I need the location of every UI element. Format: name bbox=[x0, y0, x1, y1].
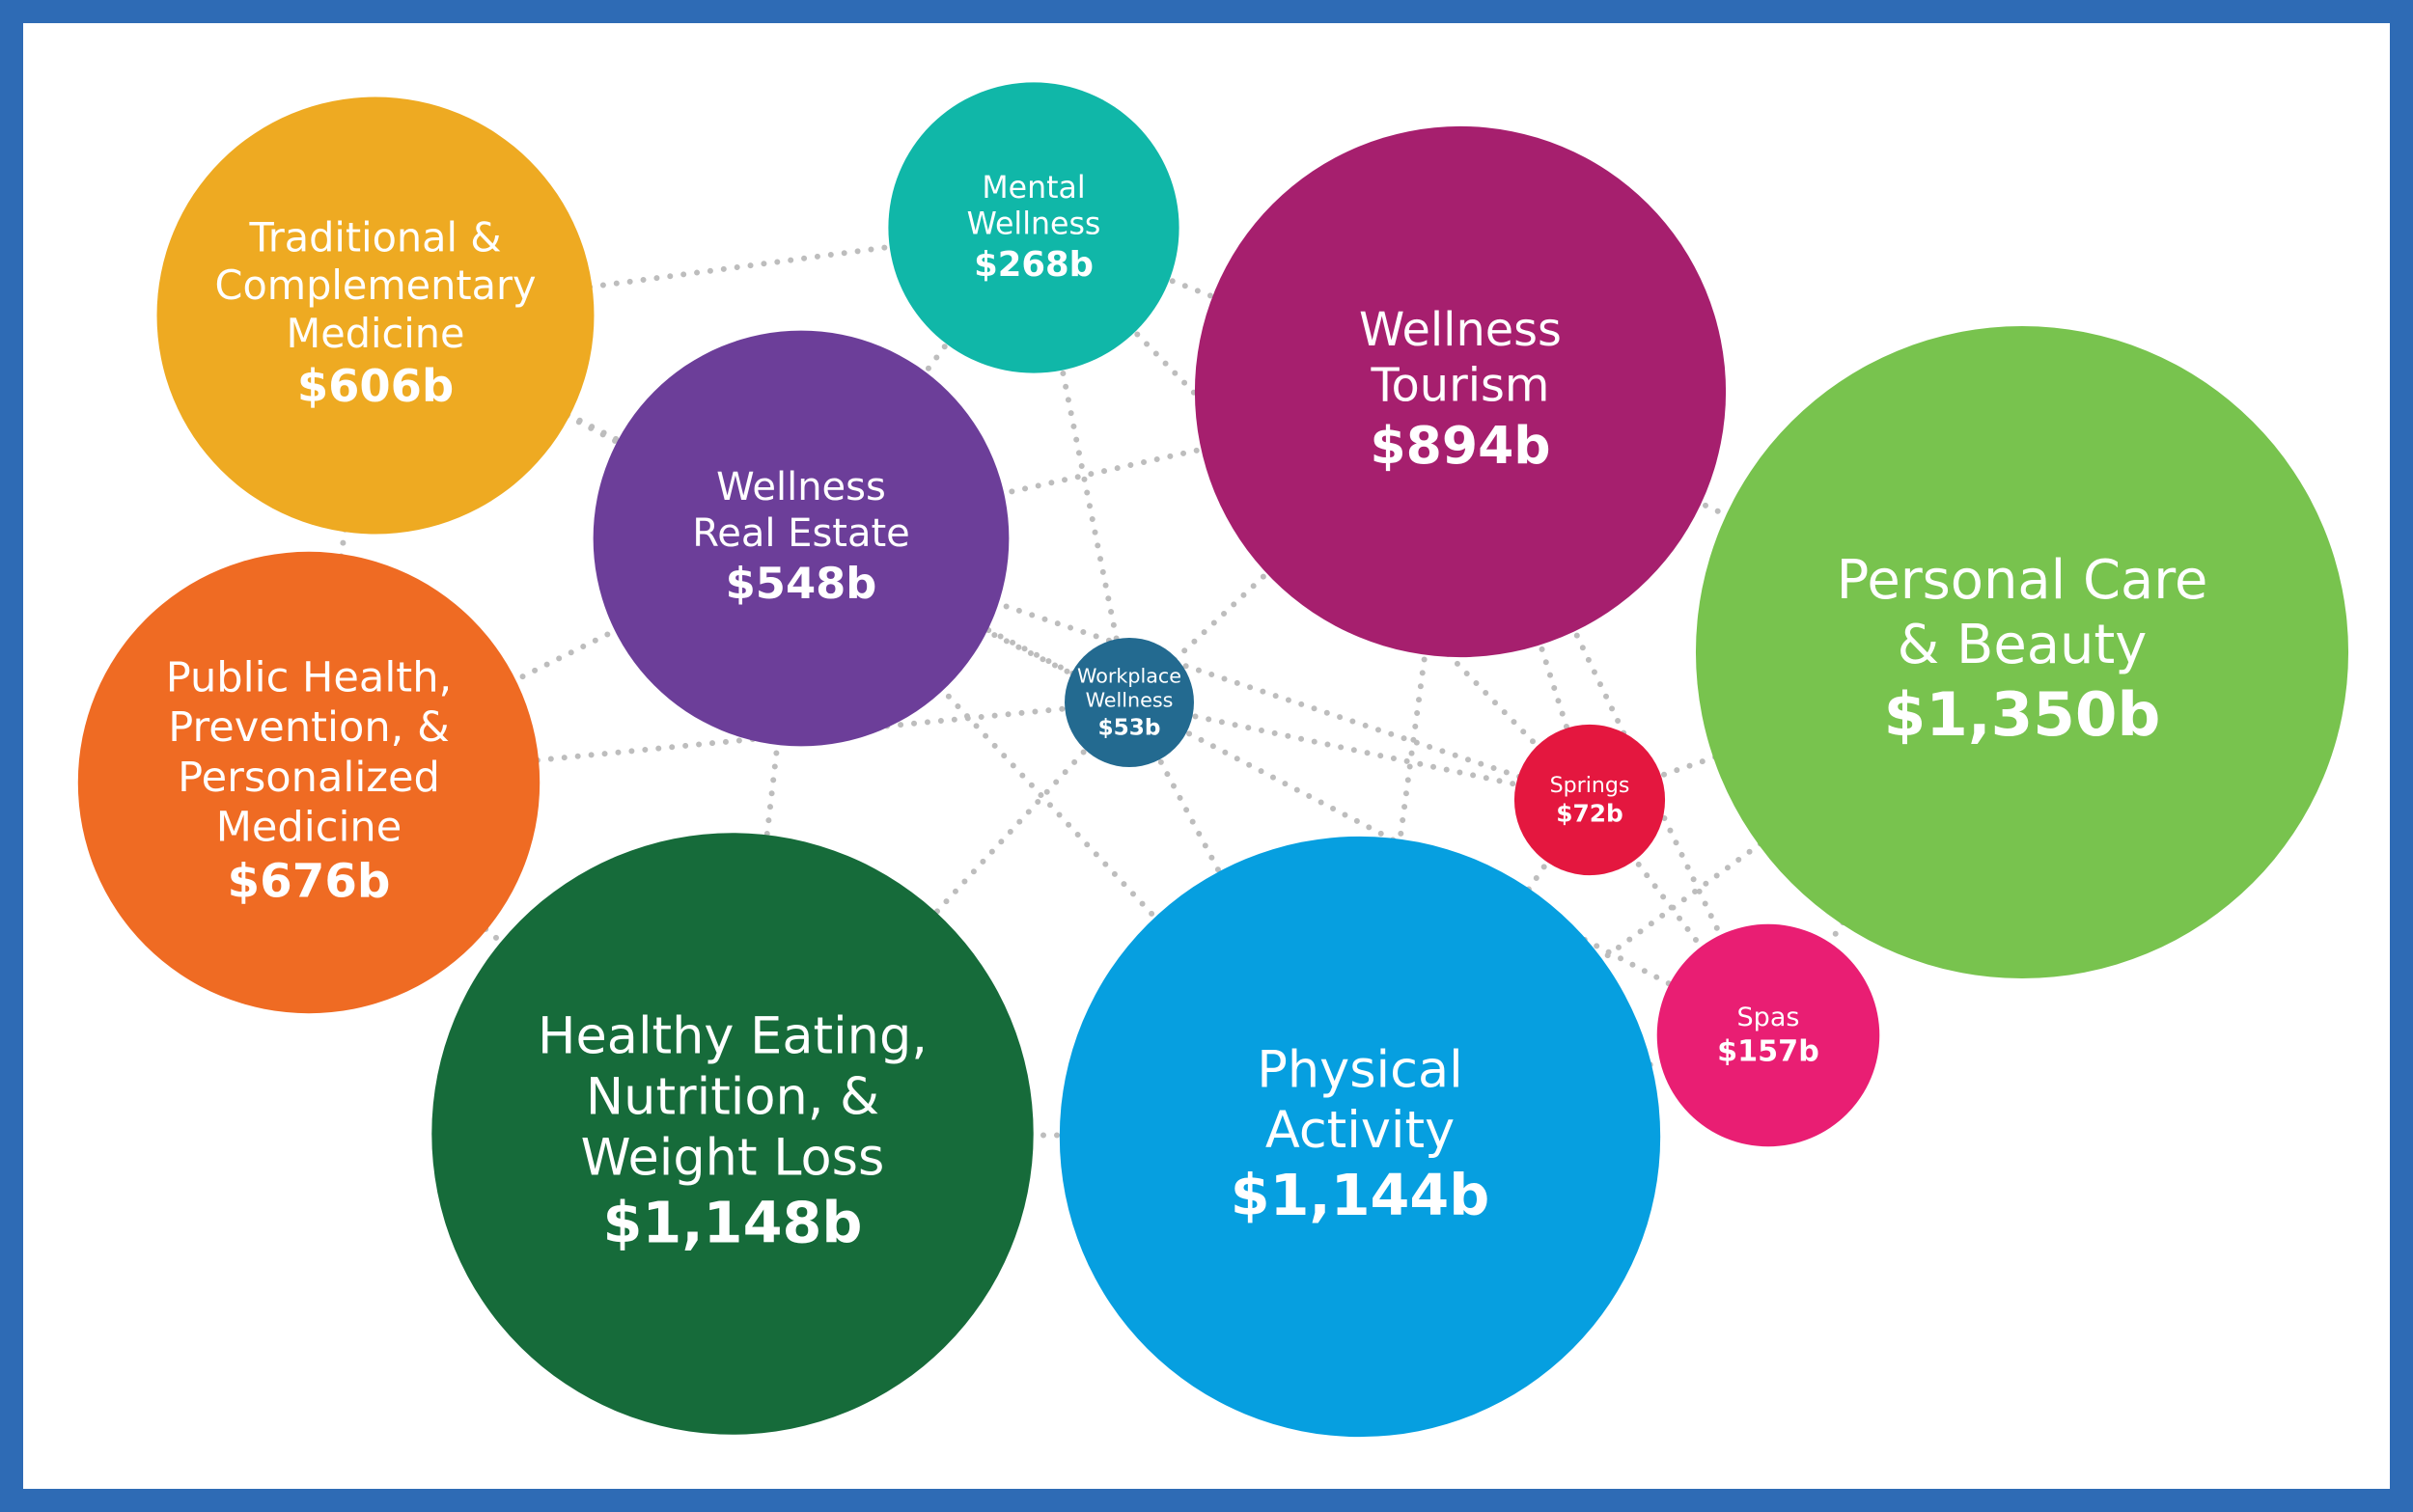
connector bbox=[798, 389, 1463, 541]
bubble-value: $1,350b bbox=[1884, 679, 2161, 750]
bubble-group: Wellness Real Estate$548b bbox=[593, 330, 1010, 747]
bubble bbox=[1065, 638, 1194, 767]
bubble-group: Healthy Eating, Nutrition, & Weight Loss$1… bbox=[431, 833, 1034, 1435]
bubble-label: Workplace Wellness bbox=[1077, 665, 1181, 712]
connector bbox=[1357, 389, 1463, 1140]
connector bbox=[1126, 700, 1593, 803]
connector bbox=[1126, 700, 1771, 1038]
bubble bbox=[1059, 836, 1661, 1438]
bubble bbox=[888, 82, 1179, 373]
bubble bbox=[1194, 125, 1727, 658]
connector bbox=[1587, 797, 1771, 1038]
bubble-label: Wellness Real Estate bbox=[692, 465, 910, 556]
bubble-value: $53b bbox=[1098, 714, 1161, 740]
bubble-label: Mental Wellness bbox=[967, 171, 1101, 242]
bubble-value: $894b bbox=[1370, 415, 1550, 476]
bubble bbox=[431, 833, 1034, 1435]
bubble-label: Personal Care & Beauty bbox=[1837, 549, 2208, 676]
bubble bbox=[1695, 325, 2349, 979]
bubble-value: $606b bbox=[297, 360, 454, 412]
bubble bbox=[1513, 724, 1666, 876]
bubble-label: Physical Activity bbox=[1257, 1040, 1463, 1160]
bubble-label: Public Health, Prevention, & Personalized M… bbox=[166, 653, 452, 851]
bubble bbox=[593, 330, 1010, 747]
bubble bbox=[156, 96, 595, 535]
bubble-group: Workplace Wellness$53b bbox=[1065, 638, 1194, 767]
bubble-label: Wellness Tourism bbox=[1359, 304, 1562, 412]
bubble-value: $157b bbox=[1717, 1035, 1819, 1069]
bubble-value: $548b bbox=[726, 558, 877, 609]
bubble-value: $1,148b bbox=[603, 1190, 863, 1256]
bubble-group: Personal Care & Beauty$1,350b bbox=[1695, 325, 2349, 979]
bubble-label: Healthy Eating, Nutrition, & Weight Loss bbox=[538, 1006, 928, 1187]
bubble-value: $72b bbox=[1556, 799, 1623, 827]
bubble-value: $268b bbox=[974, 245, 1094, 285]
bubble-group: Wellness Tourism$894b bbox=[1194, 125, 1727, 658]
bubble-label: Traditional & Complementary Medicine bbox=[215, 214, 537, 356]
bubble-group: Physical Activity$1,144b bbox=[1059, 836, 1661, 1438]
bubble-group: Springs$72b bbox=[1513, 724, 1666, 876]
bubble-value: $676b bbox=[228, 854, 391, 908]
bubble-group: Spas $157b bbox=[1656, 923, 1880, 1147]
bubbles: Traditional & Complementary Medicine$606b M… bbox=[77, 82, 2349, 1438]
bubble bbox=[1656, 923, 1880, 1147]
bubble-label: Spas bbox=[1737, 1002, 1800, 1031]
bubble-group: Mental Wellness$268b bbox=[888, 82, 1179, 373]
bubble-label: Springs bbox=[1550, 773, 1630, 798]
bubble bbox=[77, 551, 541, 1014]
bubble-group: Traditional & Complementary Medicine$606b bbox=[156, 96, 595, 535]
bubble-value: $1,144b bbox=[1231, 1163, 1489, 1228]
bubble-group: Public Health, Prevention, & Personalized M… bbox=[77, 551, 541, 1014]
